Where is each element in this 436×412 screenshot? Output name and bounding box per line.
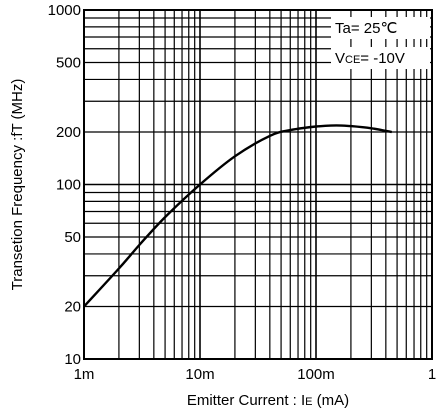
y-tick-label: 50: [64, 229, 81, 246]
x-axis-title-unit: (mA): [313, 392, 350, 409]
x-axis-title-subscript: E: [305, 396, 312, 408]
x-axis-title: Emitter Current : IE (mA): [187, 392, 349, 409]
plot-frame: [83, 9, 433, 360]
temperature-note-background: [331, 17, 430, 39]
y-axis-title: Transetion Frequency :fT (MHz): [9, 79, 26, 291]
y-tick-label: 1000: [48, 2, 81, 19]
x-tick-label: 10m: [185, 366, 214, 383]
voltage-note-background: [331, 47, 430, 69]
voltage-note-subscript: CE: [345, 54, 360, 66]
x-tick-label: 1m: [74, 366, 95, 383]
x-axis-title-main: Emitter Current : I: [187, 392, 305, 409]
y-tick-label: 200: [56, 124, 81, 141]
y-tick-label: 10: [64, 351, 81, 368]
tick-labels: 1m 10m 100m 1 10 20 50 100 200 500 1000: [48, 2, 436, 383]
y-tick-label: 500: [56, 55, 81, 72]
voltage-note-prefix: V: [335, 50, 345, 67]
temperature-note: Ta= 25℃: [335, 20, 397, 37]
x-tick-label: 1: [428, 366, 436, 383]
series-line: [83, 124, 393, 308]
voltage-note: VCE= -10V: [335, 50, 405, 67]
y-tick-label: 100: [56, 177, 81, 194]
y-tick-label: 20: [64, 298, 81, 315]
x-tick-label: 100m: [297, 366, 335, 383]
voltage-note-value: = -10V: [360, 50, 405, 67]
